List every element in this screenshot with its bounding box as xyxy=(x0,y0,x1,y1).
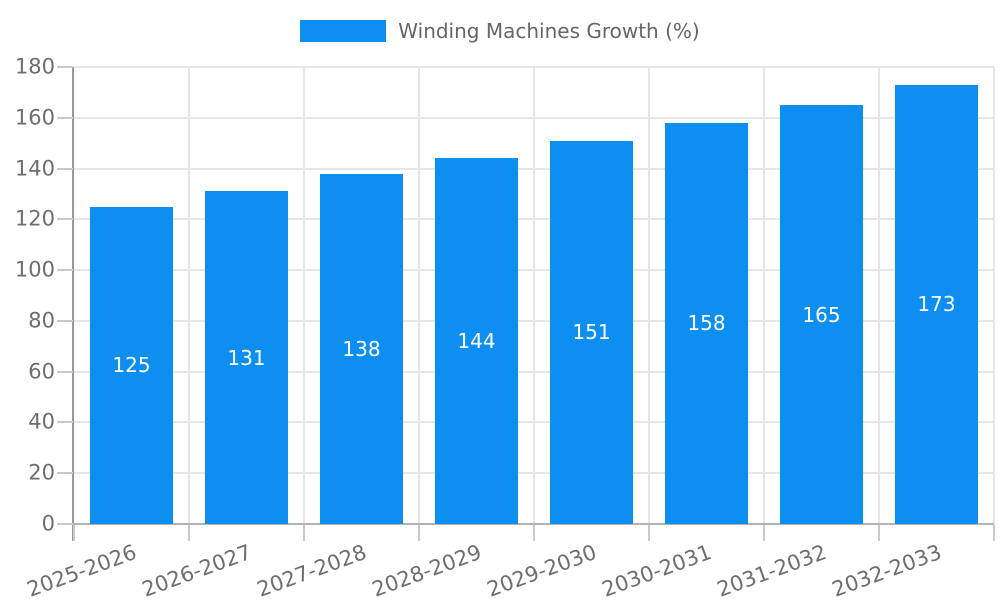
legend: Winding Machines Growth (%) xyxy=(0,18,1000,44)
y-tick xyxy=(57,167,73,170)
gridline-vertical xyxy=(303,67,305,524)
legend-label: Winding Machines Growth (%) xyxy=(398,19,700,43)
x-tick-label: 2030-2031 xyxy=(598,540,715,600)
gridline-vertical xyxy=(188,67,190,524)
bar xyxy=(550,140,633,524)
x-tick-label: 2029-2030 xyxy=(483,540,600,600)
bar xyxy=(780,105,863,524)
x-tick xyxy=(73,525,75,541)
gridline-vertical xyxy=(648,67,650,524)
y-tick xyxy=(57,66,73,68)
x-tick xyxy=(533,525,535,541)
bar xyxy=(205,191,288,524)
y-tick-label: 40 xyxy=(28,409,55,434)
bar xyxy=(90,206,173,524)
x-tick xyxy=(303,525,305,541)
gridline-vertical xyxy=(878,67,880,524)
legend-swatch-icon xyxy=(300,20,387,42)
gridline-vertical xyxy=(533,67,535,524)
gridline-vertical xyxy=(763,67,765,524)
y-tick xyxy=(57,116,73,119)
y-tick xyxy=(57,421,73,424)
x-tick-label: 2026-2027 xyxy=(138,540,255,600)
bar xyxy=(665,122,748,524)
y-tick-label: 80 xyxy=(28,308,55,333)
bar xyxy=(895,84,978,524)
x-tick xyxy=(993,525,995,541)
x-axis-line xyxy=(72,523,994,525)
y-tick-label: 180 xyxy=(14,54,55,79)
y-tick-label: 120 xyxy=(14,206,55,231)
y-axis-line xyxy=(72,67,74,541)
y-tick-label: 0 xyxy=(41,511,55,536)
x-tick xyxy=(878,525,880,541)
x-tick-label: 2031-2032 xyxy=(713,540,830,600)
y-tick xyxy=(57,370,73,373)
y-tick-label: 60 xyxy=(28,359,55,384)
y-tick-label: 20 xyxy=(28,460,55,485)
y-tick xyxy=(57,269,73,272)
y-tick-label: 160 xyxy=(14,105,55,130)
x-tick-label: 2025-2026 xyxy=(23,540,140,600)
y-tick xyxy=(57,218,73,221)
gridline-vertical xyxy=(993,67,995,524)
gridline-vertical xyxy=(418,67,420,524)
legend-item[interactable]: Winding Machines Growth (%) xyxy=(300,19,700,43)
x-tick-label: 2032-2033 xyxy=(828,540,945,600)
x-tick xyxy=(188,525,190,541)
y-tick xyxy=(57,523,73,525)
x-tick-label: 2027-2028 xyxy=(253,540,370,600)
y-tick xyxy=(57,472,73,475)
x-tick xyxy=(418,525,420,541)
y-tick xyxy=(57,319,73,322)
bar xyxy=(320,173,403,524)
x-tick xyxy=(763,525,765,541)
y-tick-label: 140 xyxy=(14,156,55,181)
y-tick-label: 100 xyxy=(14,257,55,282)
x-tick-label: 2028-2029 xyxy=(368,540,485,600)
x-tick xyxy=(648,525,650,541)
bar xyxy=(435,158,518,524)
